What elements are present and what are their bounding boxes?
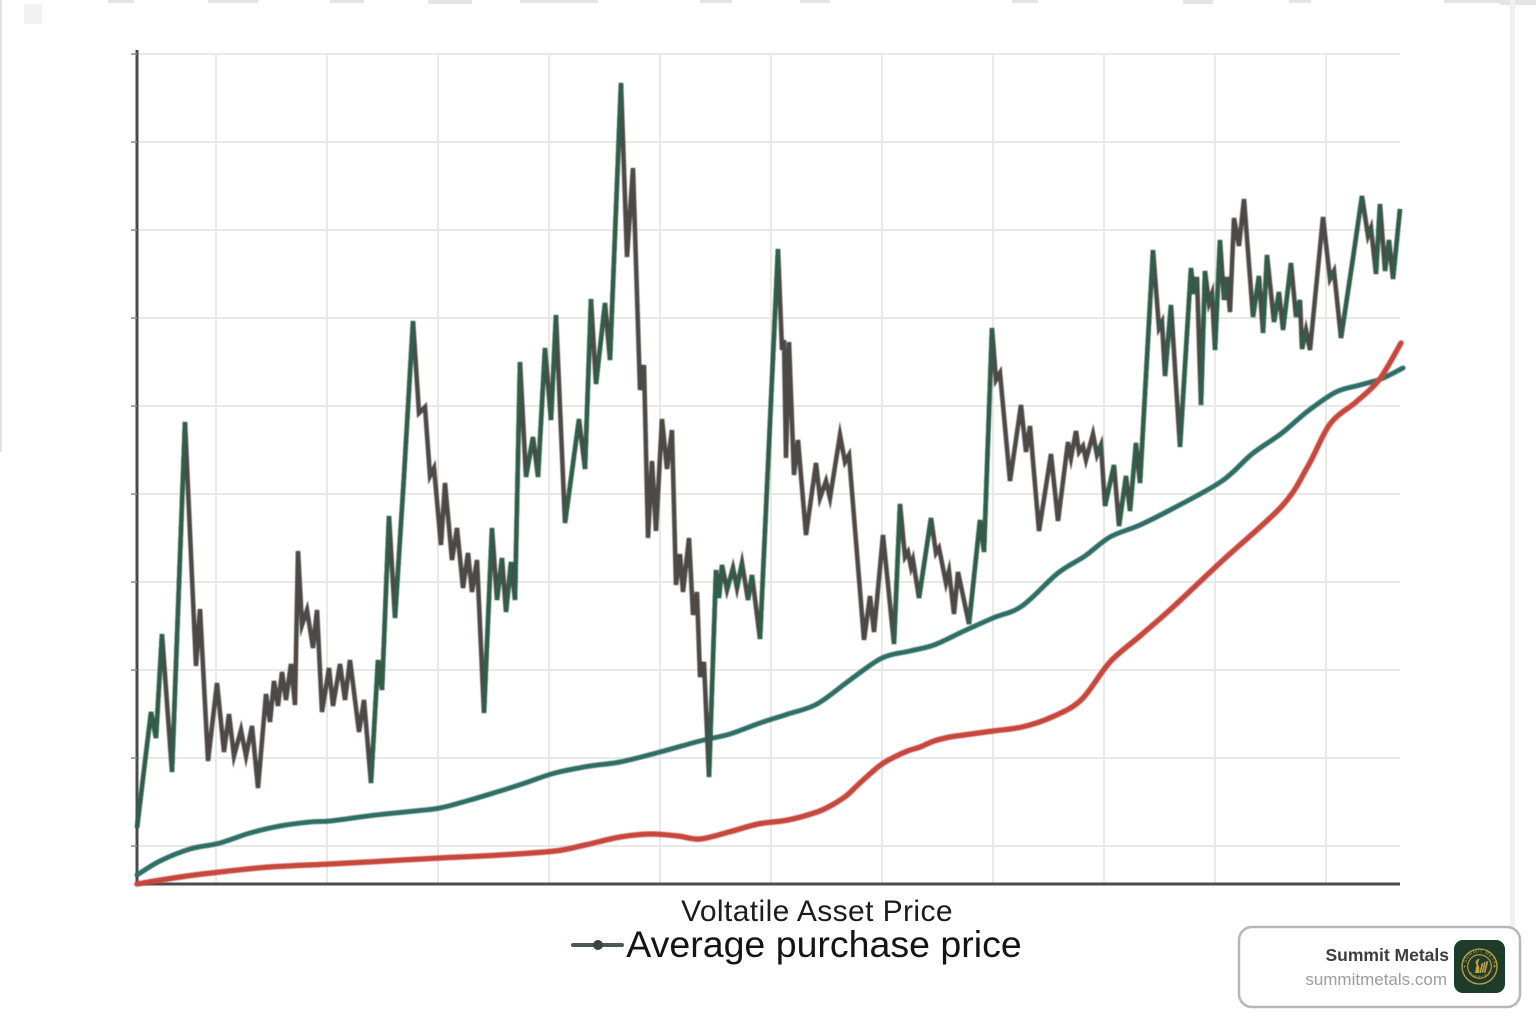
svg-text:summitmetals.com: summitmetals.com <box>1305 970 1447 989</box>
svg-text:Voltatile Asset Price: Voltatile Asset Price <box>681 895 953 928</box>
svg-text:Average purchase price: Average purchase price <box>626 923 1021 965</box>
svg-text:Summit Metals: Summit Metals <box>1326 945 1450 965</box>
